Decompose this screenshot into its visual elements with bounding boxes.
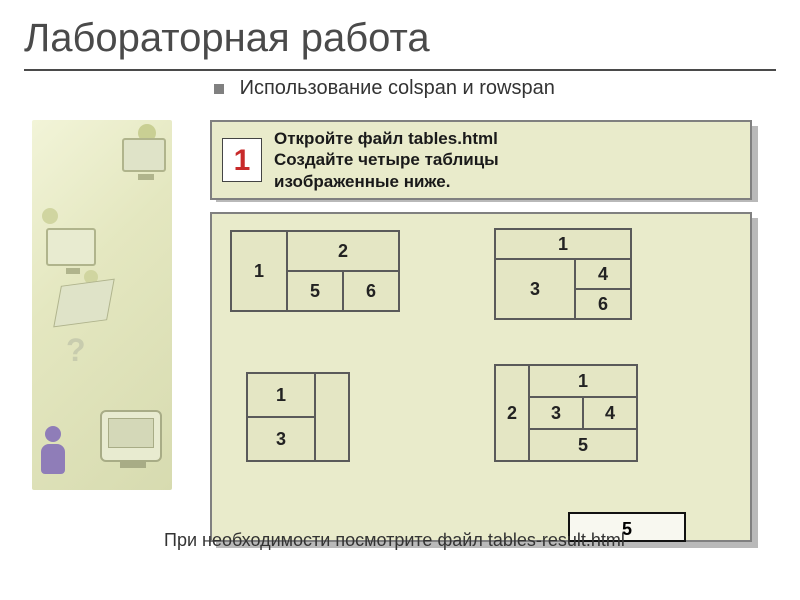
cell: 1 — [231, 231, 287, 311]
cell: 2 — [287, 231, 399, 271]
page-title: Лабораторная работа — [24, 16, 776, 61]
example-table-4: 2 1 3 4 5 — [494, 364, 638, 462]
cell: 4 — [583, 397, 637, 429]
decorative-illustration: ? — [32, 120, 172, 490]
example-table-1: 1 2 5 6 — [230, 230, 400, 312]
subtitle-text: Использование colspan и rowspan — [240, 77, 555, 99]
question-mark-icon: ? — [66, 332, 86, 369]
orb-icon — [42, 208, 58, 224]
cell: 2 — [495, 365, 529, 461]
cell: 1 — [529, 365, 637, 397]
cell: 1 — [247, 373, 315, 417]
slide: Лабораторная работа Использование colspa… — [0, 0, 800, 600]
cell: 3 — [529, 397, 583, 429]
panel-icon — [53, 279, 115, 328]
monitor-icon — [122, 138, 166, 172]
task-box: 1 Откройте файл tables.html Создайте чет… — [210, 120, 752, 200]
example-table-2: 1 3 4 6 — [494, 228, 632, 320]
example-table-3: 1 3 — [246, 372, 350, 462]
subtitle-row: Использование colspan и rowspan — [214, 77, 776, 100]
cell: 5 — [529, 429, 637, 461]
bullet-icon — [214, 84, 224, 94]
footer-text: При необходимости посмотрите файл tables… — [164, 530, 625, 551]
task-line: изображенные ниже. — [274, 172, 450, 191]
cell: 5 — [287, 271, 343, 311]
cell: 4 — [575, 259, 631, 289]
cell: 1 — [495, 229, 631, 259]
title-underline — [24, 69, 776, 71]
examples-panel: 1 2 5 6 1 3 4 6 — [210, 212, 752, 542]
person-icon — [40, 426, 66, 476]
cell: 6 — [343, 271, 399, 311]
cell — [315, 373, 349, 461]
cell: 3 — [495, 259, 575, 319]
task-text: Откройте файл tables.html Создайте четыр… — [274, 128, 499, 192]
crt-monitor-icon — [100, 410, 162, 462]
step-number-badge: 1 — [222, 138, 262, 182]
task-line: Создайте четыре таблицы — [274, 150, 499, 169]
task-line: Откройте файл tables.html — [274, 129, 498, 148]
cell: 6 — [575, 289, 631, 319]
monitor-icon — [46, 228, 96, 266]
cell: 3 — [247, 417, 315, 461]
